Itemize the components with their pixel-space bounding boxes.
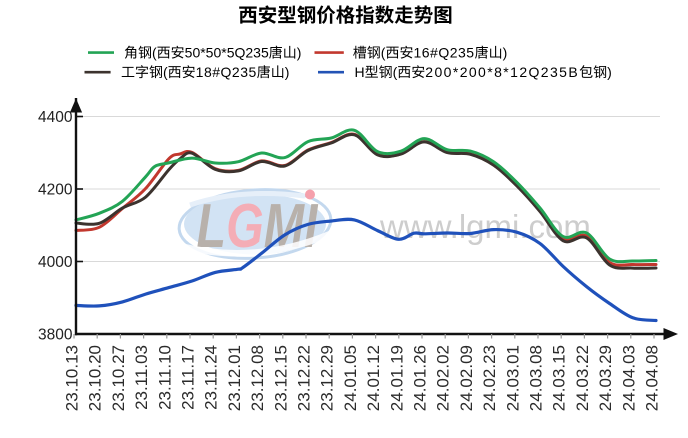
svg-text:23.12.08: 23.12.08 xyxy=(243,345,268,411)
svg-text:3800: 3800 xyxy=(38,323,73,345)
svg-text:24.04.08: 24.04.08 xyxy=(638,345,663,411)
svg-text:www.lgmi.com: www.lgmi.com xyxy=(379,200,591,248)
svg-text:24.03.01: 24.03.01 xyxy=(498,345,523,411)
svg-text:槽钢(西安16#Q235唐山): 槽钢(西安16#Q235唐山) xyxy=(353,42,507,62)
svg-text:23.12.29: 23.12.29 xyxy=(313,345,338,411)
svg-text:23.12.22: 23.12.22 xyxy=(290,345,315,411)
svg-text:23.10.27: 23.10.27 xyxy=(104,345,129,411)
svg-text:24.03.15: 24.03.15 xyxy=(545,345,570,411)
svg-text:24.01.19: 24.01.19 xyxy=(382,345,407,411)
svg-text:23.11.17: 23.11.17 xyxy=(174,345,199,410)
svg-text:H型钢(西安200*200*8*12Q235B包钢): H型钢(西安200*200*8*12Q235B包钢) xyxy=(355,62,612,82)
svg-text:24.02.09: 24.02.09 xyxy=(452,345,477,411)
svg-text:工字钢(西安18#Q235唐山): 工字钢(西安18#Q235唐山) xyxy=(121,62,289,82)
svg-text:24.02.02: 24.02.02 xyxy=(429,345,454,411)
svg-text:24.02.23: 24.02.23 xyxy=(475,345,500,411)
svg-text:4400: 4400 xyxy=(38,105,73,127)
svg-text:24.01.12: 24.01.12 xyxy=(359,345,384,411)
svg-text:4200: 4200 xyxy=(38,178,73,200)
svg-text:24.03.08: 24.03.08 xyxy=(522,345,547,411)
svg-text:4000: 4000 xyxy=(38,250,73,272)
svg-text:24.01.05: 24.01.05 xyxy=(336,345,361,411)
svg-text:24.01.26: 24.01.26 xyxy=(406,345,431,411)
svg-text:23.12.15: 23.12.15 xyxy=(266,345,291,411)
svg-text:23.12.01: 23.12.01 xyxy=(220,345,245,411)
svg-text:23.10.20: 23.10.20 xyxy=(81,345,106,411)
svg-text:23.10.13: 23.10.13 xyxy=(58,345,83,411)
svg-text:24.03.29: 24.03.29 xyxy=(591,345,616,411)
svg-text:西安型钢价格指数走势图: 西安型钢价格指数走势图 xyxy=(238,0,453,28)
svg-text:23.11.24: 23.11.24 xyxy=(197,345,222,410)
svg-text:23.11.10: 23.11.10 xyxy=(150,345,175,410)
svg-text:角钢(西安50*50*5Q235唐山): 角钢(西安50*50*5Q235唐山) xyxy=(124,42,301,62)
svg-text:24.03.22: 24.03.22 xyxy=(568,345,593,411)
svg-text:24.04.03: 24.04.03 xyxy=(614,345,639,411)
svg-text:23.11.03: 23.11.03 xyxy=(127,345,152,410)
